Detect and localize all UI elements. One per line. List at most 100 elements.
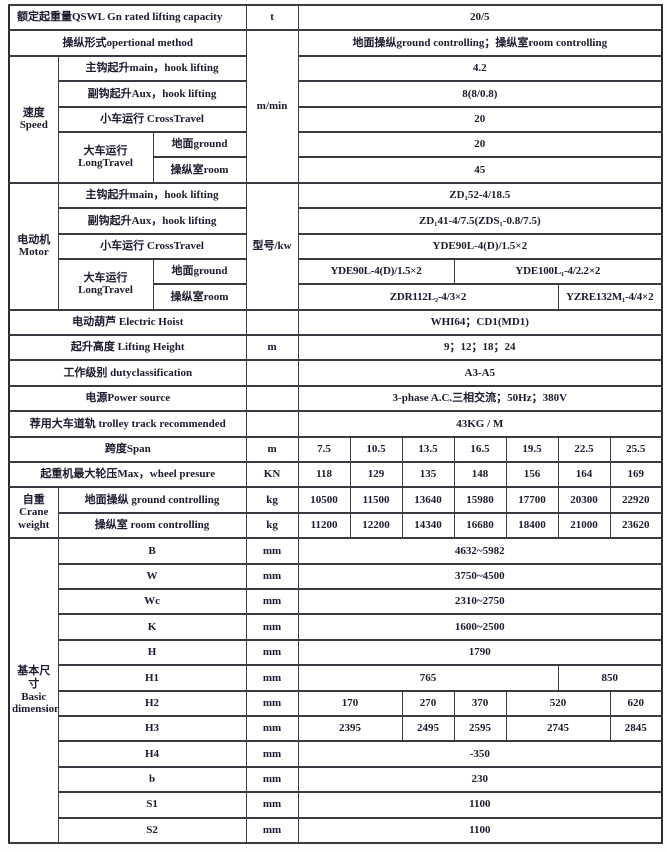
row-dim-H3: H3 mm 2395 2495 2595 2745 2845 — [9, 714, 663, 743]
motor-long-ground-label: 地面ground — [152, 257, 247, 286]
dim-B-label: B — [57, 537, 247, 565]
motor-longtravel-en: LongTravel — [78, 284, 133, 297]
dimensions-group-cn: 基本尺寸 — [17, 665, 51, 690]
motor-longtravel-cn: 大车运行 — [83, 271, 128, 284]
dim-H2-value-3: 370 — [453, 689, 507, 717]
dim-K-unit: mm — [245, 613, 299, 641]
row-lifting-height: 起升高度 Lifting Height m 9；12；18；24 — [8, 334, 663, 362]
duty-classification-label: 工作级别 dutyclassification — [8, 359, 247, 387]
row-motor-aux-hook: 副钩起升Aux，hook lifting ZD₁41-4/7.5(ZDS₁-0.… — [9, 207, 663, 235]
row-weight-ground: 自重 Crane weight 地面操纵 ground controlling … — [8, 486, 663, 540]
lifting-height-unit: m — [245, 334, 299, 362]
dim-H3-value-2: 2495 — [401, 714, 455, 743]
dim-S2-unit: mm — [245, 816, 299, 844]
row-dim-S2: S2 mm 1100 — [9, 816, 663, 844]
span-label: 跨度Span — [8, 435, 247, 464]
dimensions-group-label: 基本尺寸 Basic dimensions — [8, 537, 59, 844]
weight-ground-value-6: 22920 — [609, 486, 663, 514]
motor-group-label: 电动机 Motor — [8, 181, 59, 311]
wheel-pressure-value-6: 169 — [609, 461, 663, 489]
motor-long-ground-value-2: YDE100L₁-4/2.2×2 — [453, 257, 663, 286]
row-speed-main-hook: 速度 Speed 主钩起升main，hook lifting 4.2 — [8, 54, 663, 184]
electric-hoist-label: 电动葫芦 Electric Hoist — [8, 308, 247, 337]
motor-main-value: ZD₁52-4/18.5 — [297, 181, 663, 210]
electric-hoist-value: WHI64；CD1(MD1) — [297, 308, 663, 337]
dim-H-value: 1790 — [297, 638, 663, 667]
dim-b-label: b — [57, 765, 247, 794]
motor-cross-value: YDE90L-4(D)/1.5×2 — [297, 232, 663, 260]
operational-method-label: 操纵形式opertional method — [8, 29, 247, 57]
row-speed-long-ground: 大车运行 LongTravel 地面ground 20 — [9, 130, 663, 184]
speed-aux-value: 8(8/0.8) — [297, 80, 663, 108]
weight-group-en1: Crane — [19, 506, 49, 519]
span-value-3: 16.5 — [453, 435, 507, 464]
speed-main-value: 4.2 — [297, 54, 663, 83]
speed-longtravel-cn: 大车运行 — [83, 144, 128, 157]
weight-room-value-1: 12200 — [349, 511, 403, 540]
dim-H3-label: H3 — [57, 714, 247, 743]
dim-H2-value-2: 270 — [401, 689, 455, 717]
weight-ground-unit: kg — [245, 486, 299, 514]
lifting-height-value: 9；12；18；24 — [297, 334, 663, 362]
weight-ground-value-3: 15980 — [453, 486, 507, 514]
weight-room-value-2: 14340 — [401, 511, 455, 540]
row-weight-room: 操纵室 room controlling kg 11200 12200 1434… — [9, 511, 663, 540]
dim-H3-value-4: 2745 — [505, 714, 611, 743]
dim-H2-label: H2 — [57, 689, 247, 717]
dim-H1-label: H1 — [57, 664, 247, 692]
dim-W-value: 3750~4500 — [297, 562, 663, 590]
rated-capacity-label: 额定起重量QSWL Gn rated lifting capacity — [8, 3, 247, 32]
lifting-height-label: 起升高度 Lifting Height — [8, 334, 247, 362]
span-value-5: 22.5 — [557, 435, 611, 464]
span-value-6: 25.5 — [609, 435, 663, 464]
dim-K-value: 1600~2500 — [297, 613, 663, 641]
motor-aux-label: 副钩起升Aux，hook lifting — [57, 207, 247, 235]
electric-hoist-unit — [245, 308, 299, 337]
row-dim-W: W mm 3750~4500 — [9, 562, 663, 590]
wheel-pressure-unit: KN — [245, 461, 299, 489]
crane-spec-table: 额定起重量QSWL Gn rated lifting capacity t 20… — [8, 3, 664, 844]
row-dim-b: b mm 230 — [9, 765, 663, 794]
dim-b-value: 230 — [297, 765, 663, 794]
row-span: 跨度Span m 7.5 10.5 13.5 16.5 19.5 22.5 25… — [8, 435, 663, 464]
dim-B-value: 4632~5982 — [297, 537, 663, 565]
dim-B-unit: mm — [245, 537, 299, 565]
row-dim-K: K mm 1600~2500 — [9, 613, 663, 641]
wheel-pressure-value-2: 135 — [401, 461, 455, 489]
weight-ground-label: 地面操纵 ground controlling — [57, 486, 247, 514]
weight-ground-value-1: 11500 — [349, 486, 403, 514]
row-recommended-track: 荐用大车道轨 trolley track recommended 43KG / … — [8, 410, 663, 438]
weight-room-unit: kg — [245, 511, 299, 540]
row-operational-method: 操纵形式opertional method m/min 地面操纵ground c… — [8, 29, 663, 184]
weight-group-cn: 自重 — [22, 493, 45, 506]
speed-main-label: 主钩起升main，hook lifting — [57, 54, 247, 83]
row-speed-cross-travel: 小车运行 CrossTravel 20 — [9, 105, 663, 133]
row-wheel-pressure: 起重机最大轮压Max，wheel presure KN 118 129 135 … — [8, 461, 663, 489]
recommended-track-unit — [245, 410, 299, 438]
motor-unit-cell: 型号/kw — [245, 181, 299, 311]
speed-long-ground-value: 20 — [297, 130, 663, 159]
weight-room-value-0: 11200 — [297, 511, 351, 540]
speed-cross-label: 小车运行 CrossTravel — [57, 105, 247, 133]
wheel-pressure-value-4: 156 — [505, 461, 559, 489]
speed-group-label: 速度 Speed — [8, 54, 59, 184]
row-power-source: 电源Power source 3-phase A.C.三相交流；50Hz；380… — [8, 384, 663, 413]
motor-group-cn: 电动机 — [17, 233, 51, 246]
speed-group-en: Speed — [19, 119, 48, 132]
weight-ground-value-0: 10500 — [297, 486, 351, 514]
speed-group-cn: 速度 — [22, 106, 45, 119]
motor-group-en: Motor — [18, 246, 49, 259]
power-source-label: 电源Power source — [8, 384, 247, 413]
recommended-track-value: 43KG / M — [297, 410, 663, 438]
rated-capacity-unit: t — [245, 3, 299, 32]
dim-S2-label: S2 — [57, 816, 247, 844]
dim-H1-value-1: 765 — [297, 664, 559, 692]
motor-long-room-value-1: ZDR112L₂-4/3×2 — [297, 283, 559, 311]
dim-S1-label: S1 — [57, 791, 247, 819]
dim-H2-value-5: 620 — [609, 689, 663, 717]
weight-room-label: 操纵室 room controlling — [57, 511, 247, 540]
dim-H1-value-2: 850 — [557, 664, 663, 692]
speed-long-ground-label: 地面ground — [152, 130, 247, 159]
dimensions-group-en1: Basic — [21, 690, 47, 703]
dim-H-label: H — [57, 638, 247, 667]
